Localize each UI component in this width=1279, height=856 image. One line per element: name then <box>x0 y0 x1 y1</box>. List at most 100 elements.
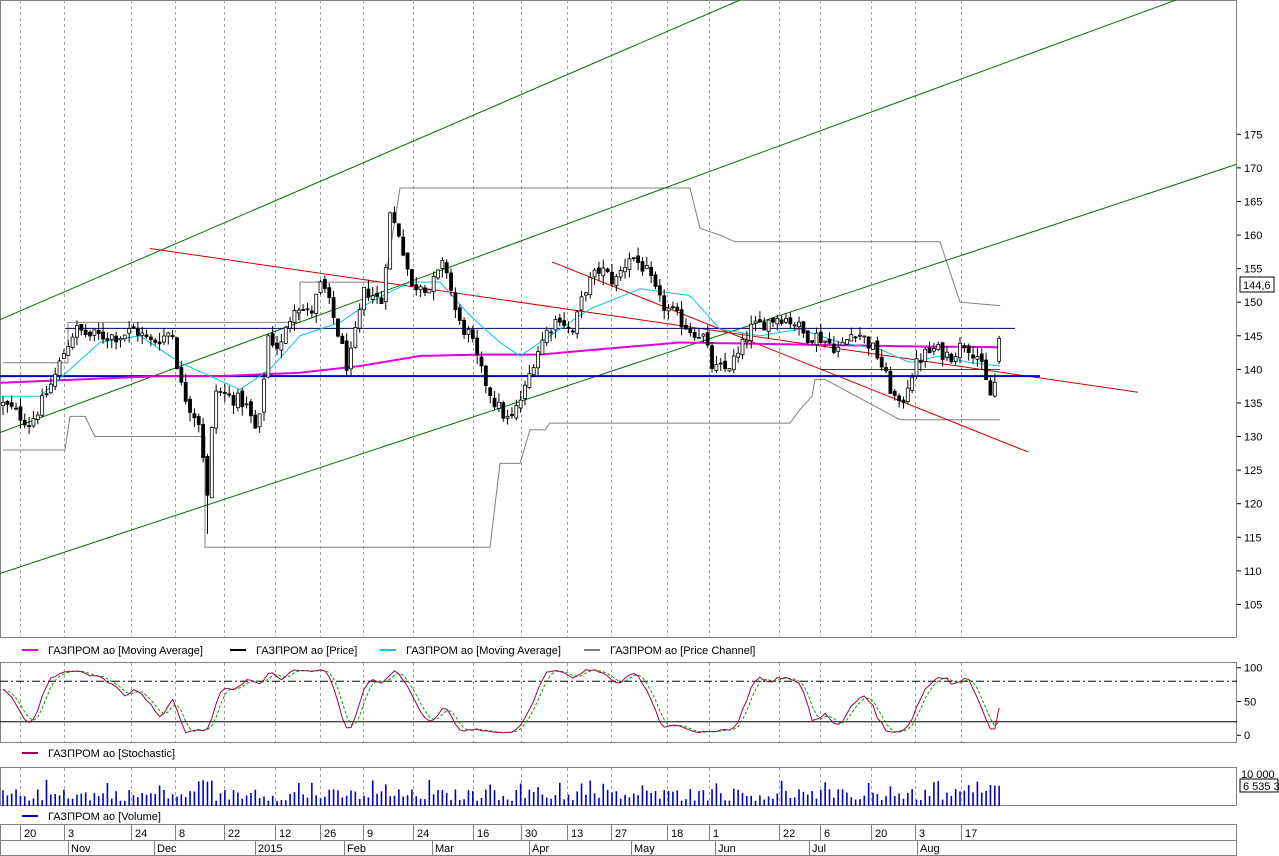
candle-body <box>988 380 993 396</box>
candle-body <box>436 269 440 279</box>
candle-body <box>610 271 614 285</box>
candle-body <box>388 212 393 270</box>
candle-body <box>749 323 754 342</box>
candle-body <box>584 292 588 296</box>
y-tick-label: 0 <box>1244 730 1250 742</box>
y-tick-label: 115 <box>1244 532 1262 544</box>
month-label: May <box>634 843 655 855</box>
month-label: Feb <box>347 843 366 855</box>
y-tick-label: 165 <box>1244 196 1262 208</box>
candle-body <box>675 306 680 311</box>
day-label: 12 <box>279 828 291 840</box>
day-label: 3 <box>68 828 74 840</box>
candle-body <box>244 403 249 406</box>
candle-body <box>953 356 958 363</box>
candle-body <box>823 340 828 343</box>
stochastic-panel <box>0 662 1237 743</box>
candle-body <box>122 334 127 340</box>
candle-body <box>566 326 571 329</box>
candle-body <box>118 337 123 341</box>
candle-body <box>518 399 523 409</box>
candle-body <box>209 426 214 499</box>
candle-body <box>992 381 997 397</box>
trend-line <box>0 0 741 321</box>
candle-body <box>179 367 184 383</box>
candle-body <box>657 285 662 296</box>
candle-body <box>414 284 419 291</box>
candle-body <box>866 336 871 349</box>
candle-body <box>279 341 284 351</box>
candle-body <box>296 309 301 314</box>
candle-body <box>227 393 232 396</box>
candle-body <box>553 319 558 331</box>
candle-body <box>35 414 40 420</box>
candle-body <box>70 336 75 348</box>
candle-body <box>75 325 79 338</box>
day-label: 1 <box>713 828 719 840</box>
y-tick-label: 50 <box>1244 696 1256 708</box>
candle-body <box>322 279 327 289</box>
legend-label: ГАЗПРОМ ао [Moving Average] <box>48 645 203 657</box>
y-tick-label: 170 <box>1244 163 1262 175</box>
candle-body <box>401 236 406 256</box>
candle-body <box>527 373 532 388</box>
candle-body <box>579 296 584 311</box>
candle-body <box>905 387 910 402</box>
candle-body <box>753 320 758 324</box>
y-tick-label: 155 <box>1244 264 1262 276</box>
candle-body <box>162 335 166 343</box>
day-label: 9 <box>367 828 373 840</box>
candle-body <box>814 332 819 346</box>
candle-body <box>305 308 310 311</box>
candle-body <box>109 334 114 340</box>
candle-body <box>831 343 836 353</box>
candle-body <box>327 287 332 298</box>
candle-body <box>218 391 223 393</box>
candle-body <box>805 330 810 344</box>
candle-body <box>340 335 345 344</box>
legend-label: ГАЗПРОМ ао [Volume] <box>48 811 161 823</box>
candle-body <box>623 267 627 273</box>
stochastic-levels <box>0 680 1237 723</box>
candle-body <box>262 378 266 413</box>
day-label: 26 <box>324 828 336 840</box>
day-label: 30 <box>525 828 537 840</box>
candle-body <box>483 365 488 386</box>
candle-body <box>636 255 640 263</box>
candle-body <box>788 317 793 325</box>
candle-body <box>501 402 506 419</box>
candle-body <box>727 368 732 372</box>
candle-body <box>379 297 384 304</box>
candle-body <box>614 276 619 286</box>
candle-body <box>762 321 767 331</box>
trend-line <box>0 0 1177 433</box>
candle-body <box>275 342 279 349</box>
candle-body <box>405 252 410 270</box>
candle-body <box>292 309 297 323</box>
candle-body <box>5 401 10 405</box>
day-label: 18 <box>671 828 683 840</box>
month-label: 2015 <box>258 843 282 855</box>
candle-body <box>684 325 688 330</box>
candle-body <box>101 331 105 340</box>
candle-body <box>266 335 271 378</box>
moving-average-short <box>0 281 1001 397</box>
month-label: Mar <box>435 843 454 855</box>
candle-body <box>849 334 854 342</box>
day-label: 20 <box>24 828 36 840</box>
candle-body <box>222 392 227 394</box>
candle-body <box>775 318 780 325</box>
day-label: 17 <box>965 828 977 840</box>
candle-body <box>605 268 610 272</box>
candle-body <box>653 274 658 287</box>
candle-body <box>40 395 45 416</box>
candle-body <box>331 297 336 318</box>
candle-body <box>96 329 101 334</box>
day-label: 27 <box>615 828 627 840</box>
candle-body <box>48 383 53 394</box>
candle-body <box>62 352 66 359</box>
candle-body <box>496 401 501 409</box>
candle-body <box>531 367 536 375</box>
candle-body <box>740 338 745 356</box>
